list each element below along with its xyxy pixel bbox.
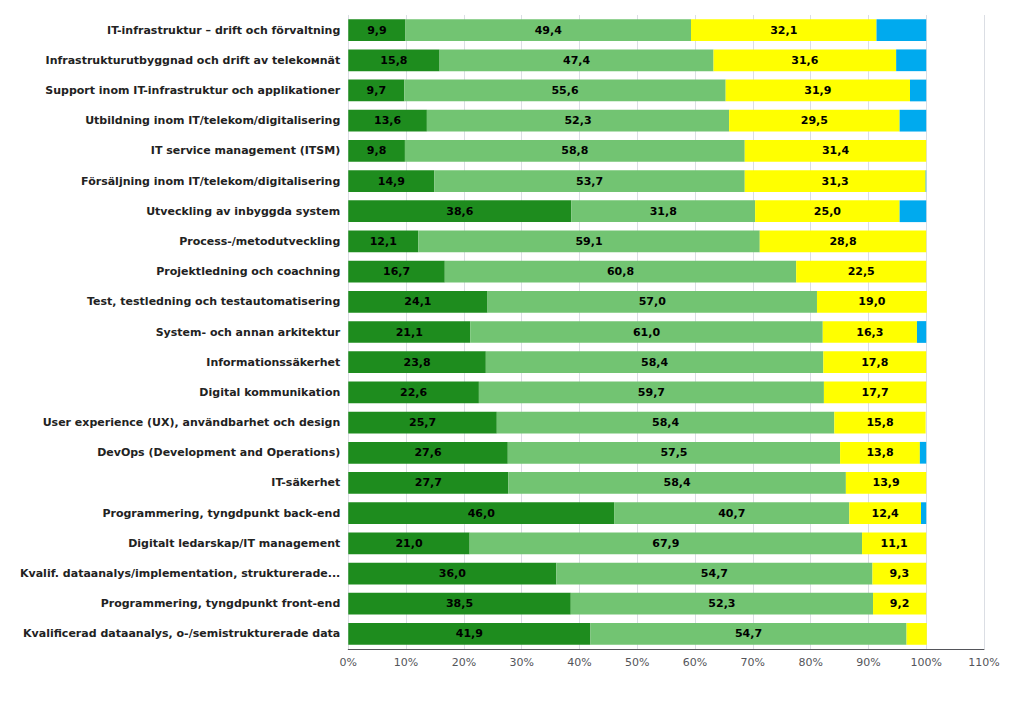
svg-text:60%: 60% xyxy=(683,656,707,669)
svg-text:27,6: 27,6 xyxy=(414,446,441,459)
svg-text:59,1: 59,1 xyxy=(575,235,602,248)
svg-text:21,0: 21,0 xyxy=(395,537,422,550)
svg-text:Support inom IT-infrastruktur: Support inom IT-infrastruktur och applik… xyxy=(45,84,341,97)
svg-text:23,8: 23,8 xyxy=(403,356,430,369)
svg-text:9,7: 9,7 xyxy=(367,84,387,97)
svg-text:12,1: 12,1 xyxy=(370,235,397,248)
svg-text:52,3: 52,3 xyxy=(564,114,591,127)
svg-text:9,2: 9,2 xyxy=(890,597,910,610)
svg-text:22,6: 22,6 xyxy=(400,386,427,399)
svg-text:Projektledning och coachning: Projektledning och coachning xyxy=(156,265,340,278)
svg-text:32,1: 32,1 xyxy=(770,24,797,37)
svg-text:36,0: 36,0 xyxy=(439,567,466,580)
svg-text:58,4: 58,4 xyxy=(652,416,679,429)
svg-text:110%: 110% xyxy=(968,656,999,669)
svg-text:Kvalificerad dataanalys, o-/se: Kvalificerad dataanalys, o-/semistruktur… xyxy=(23,627,340,640)
svg-text:11,1: 11,1 xyxy=(881,537,908,550)
svg-text:59,7: 59,7 xyxy=(638,386,665,399)
svg-text:54,7: 54,7 xyxy=(701,567,728,580)
svg-text:38,6: 38,6 xyxy=(446,205,473,218)
svg-text:9,8: 9,8 xyxy=(367,144,387,157)
svg-text:9,3: 9,3 xyxy=(890,567,910,580)
svg-text:52,3: 52,3 xyxy=(708,597,735,610)
svg-text:10%: 10% xyxy=(394,656,418,669)
svg-text:0%: 0% xyxy=(340,656,357,669)
svg-text:15,8: 15,8 xyxy=(380,54,407,67)
svg-text:41,9: 41,9 xyxy=(456,627,483,640)
svg-text:IT-säkerhet: IT-säkerhet xyxy=(271,476,340,489)
svg-text:29,5: 29,5 xyxy=(801,114,828,127)
svg-text:100%: 100% xyxy=(910,656,941,669)
svg-text:Test, testledning och testauto: Test, testledning och testautomatisering xyxy=(87,295,340,308)
svg-text:16,7: 16,7 xyxy=(383,265,410,278)
svg-text:53,7: 53,7 xyxy=(576,175,603,188)
svg-text:47,4: 47,4 xyxy=(563,54,590,67)
svg-text:58,4: 58,4 xyxy=(664,476,691,489)
svg-text:80%: 80% xyxy=(798,656,822,669)
svg-text:28,8: 28,8 xyxy=(829,235,856,248)
svg-text:49,4: 49,4 xyxy=(535,24,562,37)
svg-text:DevOps (Development and Operat: DevOps (Development and Operations) xyxy=(97,446,340,459)
svg-text:22,5: 22,5 xyxy=(848,265,875,278)
svg-text:58,8: 58,8 xyxy=(561,144,588,157)
svg-text:Utbildning inom IT/telekom/dig: Utbildning inom IT/telekom/digitaliserin… xyxy=(85,114,340,127)
svg-text:9,9: 9,9 xyxy=(367,24,387,37)
svg-text:31,9: 31,9 xyxy=(804,84,831,97)
svg-text:Kvalif. dataanalys/implementat: Kvalif. dataanalys/implementation, struk… xyxy=(20,567,340,580)
svg-text:25,7: 25,7 xyxy=(409,416,436,429)
svg-text:55,6: 55,6 xyxy=(551,84,578,97)
svg-text:Process-/metodutveckling: Process-/metodutveckling xyxy=(179,235,340,248)
svg-text:System- och annan arkitektur: System- och annan arkitektur xyxy=(156,326,341,339)
svg-text:Programmering, tyngdpunkt fron: Programmering, tyngdpunkt front-end xyxy=(101,597,341,610)
svg-text:57,0: 57,0 xyxy=(639,295,666,308)
svg-text:20%: 20% xyxy=(452,656,476,669)
svg-text:16,3: 16,3 xyxy=(856,326,883,339)
svg-text:40%: 40% xyxy=(567,656,591,669)
svg-text:13,9: 13,9 xyxy=(872,476,899,489)
svg-text:User experience (UX), användba: User experience (UX), användbarhet och d… xyxy=(43,416,341,429)
svg-text:50%: 50% xyxy=(625,656,649,669)
svg-text:61,0: 61,0 xyxy=(633,326,660,339)
svg-text:46,0: 46,0 xyxy=(468,507,495,520)
svg-text:40,7: 40,7 xyxy=(718,507,745,520)
svg-text:21,1: 21,1 xyxy=(396,326,423,339)
svg-text:13,6: 13,6 xyxy=(374,114,401,127)
svg-text:Informationssäkerhet: Informationssäkerhet xyxy=(206,356,340,369)
svg-text:12,4: 12,4 xyxy=(872,507,899,520)
svg-text:15,8: 15,8 xyxy=(866,416,893,429)
svg-text:Digitalt ledarskap/IT manageme: Digitalt ledarskap/IT management xyxy=(128,537,340,550)
svg-text:31,3: 31,3 xyxy=(822,175,849,188)
svg-text:17,7: 17,7 xyxy=(861,386,888,399)
svg-text:Infrastrukturutbyggnad och dri: Infrastrukturutbyggnad och drift av tele… xyxy=(46,54,341,67)
svg-text:70%: 70% xyxy=(741,656,765,669)
svg-text:14,9: 14,9 xyxy=(378,175,405,188)
svg-text:19,0: 19,0 xyxy=(858,295,885,308)
svg-text:30%: 30% xyxy=(509,656,533,669)
svg-text:58,4: 58,4 xyxy=(641,356,668,369)
svg-text:90%: 90% xyxy=(856,656,880,669)
svg-text:54,7: 54,7 xyxy=(735,627,762,640)
svg-text:Försäljning inom IT/telekom/di: Försäljning inom IT/telekom/digitaliseri… xyxy=(81,175,340,188)
svg-text:Utveckling av inbyggda system: Utveckling av inbyggda system xyxy=(146,205,340,218)
svg-text:31,6: 31,6 xyxy=(791,54,818,67)
svg-text:Digital kommunikation: Digital kommunikation xyxy=(199,386,340,399)
svg-text:67,9: 67,9 xyxy=(652,537,679,550)
svg-text:27,7: 27,7 xyxy=(415,476,442,489)
svg-text:25,0: 25,0 xyxy=(814,205,841,218)
svg-text:24,1: 24,1 xyxy=(404,295,431,308)
svg-text:IT-infrastruktur – drift och f: IT-infrastruktur – drift och förvaltning xyxy=(107,24,340,37)
svg-text:IT service management (ITSM): IT service management (ITSM) xyxy=(151,144,340,157)
svg-text:31,8: 31,8 xyxy=(650,205,677,218)
svg-text:57,5: 57,5 xyxy=(660,446,687,459)
svg-text:13,8: 13,8 xyxy=(866,446,893,459)
svg-text:17,8: 17,8 xyxy=(861,356,888,369)
svg-text:31,4: 31,4 xyxy=(822,144,849,157)
svg-text:38,5: 38,5 xyxy=(446,597,473,610)
svg-text:60,8: 60,8 xyxy=(607,265,634,278)
svg-text:Programmering, tyngdpunkt back: Programmering, tyngdpunkt back-end xyxy=(102,507,340,520)
